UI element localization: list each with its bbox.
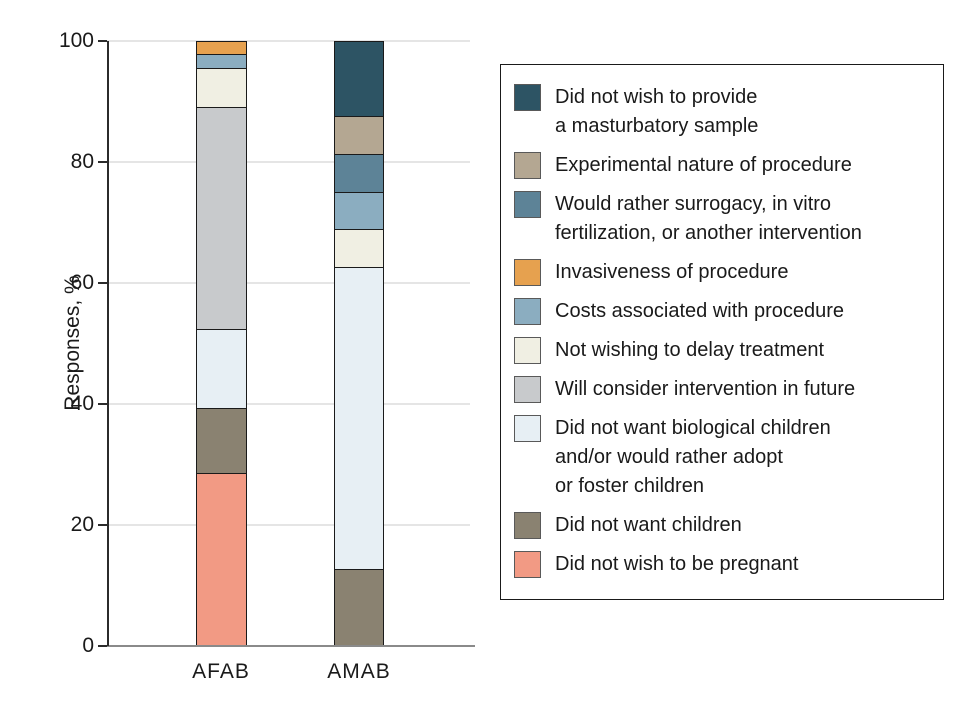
legend-row: Did not want biological children and/or w… [514, 414, 933, 501]
bar-segment [335, 192, 383, 231]
legend-row: Did not wish to provide a masturbatory sa… [514, 83, 933, 141]
legend-label-line: Did not wish to provide [555, 86, 758, 108]
y-tick-label-20: 20 [70, 513, 94, 536]
bar-segment [335, 230, 383, 269]
bar-segment [197, 55, 246, 69]
legend-row: Did not want children [514, 511, 933, 540]
legend-label: Would rather surrogacy, in vitro fertiliz… [555, 190, 862, 248]
x-axis-label-amab: AMAB [327, 660, 391, 683]
legend-swatch [514, 337, 541, 364]
legend-label-line: Did not wish to be pregnant [555, 553, 799, 575]
legend-row: Did not wish to be pregnant [514, 550, 933, 579]
y-tick-60 [98, 282, 107, 284]
legend-swatch [514, 191, 541, 218]
x-axis-label-afab: AFAB [192, 660, 250, 683]
legend-row: Not wishing to delay treatment [514, 336, 933, 365]
legend-row: Would rather surrogacy, in vitro fertiliz… [514, 190, 933, 248]
legend-label-line: Will consider intervention in future [555, 378, 856, 400]
y-tick-label-80: 80 [70, 150, 94, 173]
legend-row: Invasiveness of procedure [514, 258, 933, 287]
bar-segment [197, 330, 246, 409]
legend-label: Did not wish to provide a masturbatory sa… [555, 83, 758, 141]
y-tick-label-40: 40 [70, 392, 94, 415]
legend-row: Costs associated with procedure [514, 297, 933, 326]
gridline-20 [107, 524, 470, 526]
bar-afab [196, 41, 247, 646]
legend-label-line: Experimental nature of procedure [555, 154, 852, 176]
legend-label-line: fertilization, or another intervention [555, 222, 862, 244]
legend: Did not wish to provide a masturbatory sa… [500, 64, 944, 600]
bar-segment [197, 107, 246, 331]
legend-swatch [514, 259, 541, 286]
bar-segment [197, 408, 246, 475]
y-tick-label-60: 60 [70, 271, 94, 294]
bar-segment [335, 569, 383, 645]
plot-area [107, 40, 475, 647]
legend-label: Invasiveness of procedure [555, 258, 788, 287]
x-axis-line [107, 645, 475, 647]
legend-swatch [514, 512, 541, 539]
legend-label-line: Did not want children [555, 514, 742, 536]
bar-segment [335, 268, 383, 570]
bar-amab [334, 41, 384, 646]
legend-label: Did not wish to be pregnant [555, 550, 799, 579]
bar-segment [197, 474, 246, 645]
bar-segment [197, 68, 246, 108]
legend-swatch [514, 84, 541, 111]
bar-segment [335, 155, 383, 193]
y-tick-0 [98, 645, 107, 647]
legend-swatch [514, 551, 541, 578]
legend-label: Will consider intervention in future [555, 375, 855, 404]
legend-label-line: or foster children [555, 475, 704, 497]
legend-swatch [514, 152, 541, 179]
y-tick-40 [98, 403, 107, 405]
bar-segment [197, 42, 246, 56]
legend-label: Experimental nature of procedure [555, 151, 852, 180]
legend-label-line: Did not want biological children [555, 417, 831, 439]
legend-label-line: a masturbatory sample [555, 115, 759, 137]
legend-swatch [514, 376, 541, 403]
bar-segment [335, 117, 383, 156]
gridline-40 [107, 403, 470, 405]
legend-row: Will consider intervention in future [514, 375, 933, 404]
legend-row: Experimental nature of procedure [514, 151, 933, 180]
y-tick-80 [98, 161, 107, 163]
y-tick-20 [98, 524, 107, 526]
legend-label: Not wishing to delay treatment [555, 336, 824, 365]
legend-swatch [514, 415, 541, 442]
legend-rows: Did not wish to provide a masturbatory sa… [514, 83, 933, 579]
gridline-100 [107, 40, 470, 42]
legend-label-line: and/or would rather adopt [555, 446, 783, 468]
y-tick-100 [98, 40, 107, 42]
gridline-80 [107, 161, 470, 163]
y-axis-line [107, 41, 109, 646]
y-tick-label-100: 100 [58, 29, 94, 52]
gridline-60 [107, 282, 470, 284]
legend-swatch [514, 298, 541, 325]
legend-label-line: Costs associated with procedure [555, 300, 845, 322]
legend-label-line: Not wishing to delay treatment [555, 339, 825, 361]
legend-label: Did not want children [555, 511, 742, 540]
bar-segment [335, 42, 383, 118]
legend-label: Did not want biological children and/or w… [555, 414, 831, 501]
legend-label: Costs associated with procedure [555, 297, 844, 326]
legend-label-line: Would rather surrogacy, in vitro [555, 193, 832, 215]
legend-label-line: Invasiveness of procedure [555, 261, 789, 283]
y-tick-label-0: 0 [82, 634, 94, 657]
